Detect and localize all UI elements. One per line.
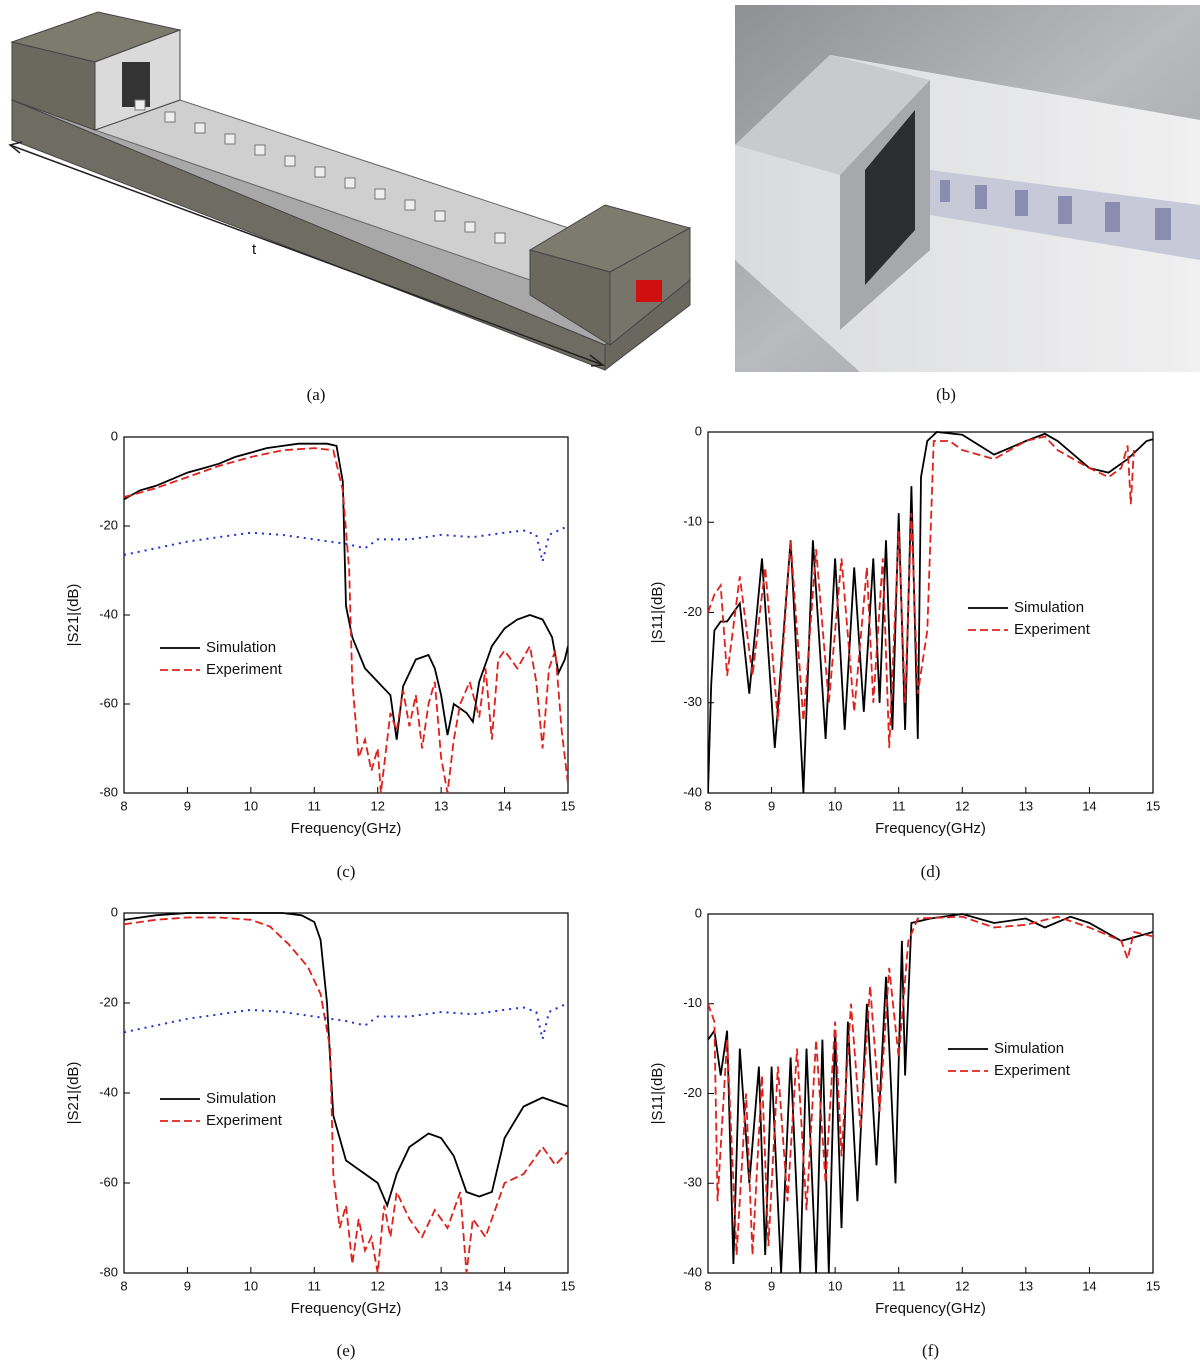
caption: (b) bbox=[936, 385, 956, 404]
y-tick-label: -30 bbox=[683, 694, 702, 709]
x-tick-label: 13 bbox=[434, 798, 448, 813]
y-tick-label: -10 bbox=[683, 514, 702, 529]
x-tick-label: 8 bbox=[704, 1278, 711, 1293]
legend-label: Simulation bbox=[994, 1040, 1064, 1057]
y-tick-label: -20 bbox=[99, 517, 118, 532]
y-tick-label: 0 bbox=[695, 905, 702, 920]
x-tick-label: 10 bbox=[828, 798, 842, 813]
legend-label: Simulation bbox=[1014, 599, 1084, 616]
y-axis-label: |S21|(dB) bbox=[65, 1062, 82, 1125]
x-tick-label: 11 bbox=[308, 798, 322, 813]
caption: (e) bbox=[337, 1341, 356, 1360]
x-tick-label: 12 bbox=[370, 1278, 384, 1293]
y-tick-label: 0 bbox=[111, 904, 118, 919]
y-tick-label: -40 bbox=[683, 784, 702, 799]
x-tick-label: 15 bbox=[1146, 798, 1160, 813]
data-line bbox=[708, 431, 1153, 794]
x-axis-label: Frequency(GHz) bbox=[875, 1300, 986, 1317]
data-line bbox=[708, 913, 1153, 1274]
x-tick-label: 10 bbox=[244, 1278, 258, 1293]
x-tick-label: 15 bbox=[561, 1278, 575, 1293]
y-axis-label: |S11|(dB) bbox=[649, 582, 666, 644]
x-tick-label: 15 bbox=[1146, 1278, 1160, 1293]
y-axis-label: |S21|(dB) bbox=[65, 584, 82, 647]
x-tick-label: 14 bbox=[497, 1278, 511, 1293]
x-tick-label: 14 bbox=[497, 798, 511, 813]
data-line bbox=[124, 525, 568, 562]
x-tick-label: 11 bbox=[892, 798, 906, 813]
x-tick-label: 13 bbox=[1019, 798, 1033, 813]
y-tick-label: -40 bbox=[99, 1084, 118, 1099]
data-line bbox=[708, 915, 1153, 1256]
y-tick-label: -80 bbox=[99, 784, 118, 799]
x-tick-label: 8 bbox=[120, 798, 127, 813]
plot-frame bbox=[707, 913, 1154, 1274]
caption: (a) bbox=[307, 385, 326, 404]
plot-frame bbox=[123, 436, 569, 794]
y-tick-label: -40 bbox=[99, 606, 118, 621]
x-tick-label: 9 bbox=[184, 1278, 191, 1293]
x-tick-label: 9 bbox=[184, 798, 191, 813]
data-line bbox=[124, 1002, 568, 1040]
y-tick-label: -60 bbox=[99, 695, 118, 710]
x-tick-label: 8 bbox=[704, 798, 711, 813]
x-tick-label: 12 bbox=[955, 1278, 969, 1293]
x-axis-label: Frequency(GHz) bbox=[875, 820, 986, 837]
data-line bbox=[124, 916, 568, 1274]
legend-label: Experiment bbox=[994, 1062, 1071, 1079]
x-tick-label: 10 bbox=[828, 1278, 842, 1293]
x-tick-label: 10 bbox=[244, 798, 258, 813]
caption: (f) bbox=[922, 1341, 939, 1360]
x-tick-label: 11 bbox=[308, 1278, 322, 1293]
model-illustration: t bbox=[8, 11, 692, 372]
y-tick-label: 0 bbox=[111, 428, 118, 443]
y-tick-label: -80 bbox=[99, 1264, 118, 1279]
y-tick-label: -20 bbox=[683, 604, 702, 619]
x-tick-label: 14 bbox=[1082, 1278, 1096, 1293]
y-tick-label: -10 bbox=[683, 995, 702, 1010]
y-tick-label: -60 bbox=[99, 1174, 118, 1189]
x-tick-label: 14 bbox=[1082, 798, 1096, 813]
legend-label: Experiment bbox=[206, 1112, 283, 1129]
data-line bbox=[124, 442, 568, 740]
x-axis-label: Frequency(GHz) bbox=[291, 820, 402, 837]
x-tick-label: 11 bbox=[892, 1278, 906, 1293]
x-tick-label: 13 bbox=[1019, 1278, 1033, 1293]
y-tick-label: -20 bbox=[683, 1085, 702, 1100]
x-tick-label: 15 bbox=[561, 798, 575, 813]
data-line bbox=[124, 912, 568, 1209]
y-tick-label: -30 bbox=[683, 1175, 702, 1190]
legend-label: Experiment bbox=[206, 661, 283, 678]
y-tick-label: -40 bbox=[683, 1264, 702, 1279]
dimension-label: t bbox=[252, 241, 257, 258]
x-tick-label: 8 bbox=[120, 1278, 127, 1293]
y-axis-label: |S11|(dB) bbox=[649, 1063, 666, 1125]
photo-illustration bbox=[735, 5, 1200, 372]
caption: (c) bbox=[337, 862, 356, 881]
data-line bbox=[124, 447, 568, 794]
plot-frame bbox=[123, 912, 569, 1274]
x-tick-label: 13 bbox=[434, 1278, 448, 1293]
y-tick-label: 0 bbox=[695, 423, 702, 438]
legend-label: Experiment bbox=[1014, 621, 1091, 638]
x-tick-label: 9 bbox=[768, 1278, 775, 1293]
x-tick-label: 12 bbox=[370, 798, 384, 813]
y-tick-label: -20 bbox=[99, 994, 118, 1009]
data-line bbox=[708, 435, 1135, 748]
caption: (d) bbox=[921, 862, 941, 881]
x-axis-label: Frequency(GHz) bbox=[291, 1300, 402, 1317]
x-tick-label: 12 bbox=[955, 798, 969, 813]
legend-label: Simulation bbox=[206, 1090, 276, 1107]
legend-label: Simulation bbox=[206, 639, 276, 656]
x-tick-label: 9 bbox=[768, 798, 775, 813]
